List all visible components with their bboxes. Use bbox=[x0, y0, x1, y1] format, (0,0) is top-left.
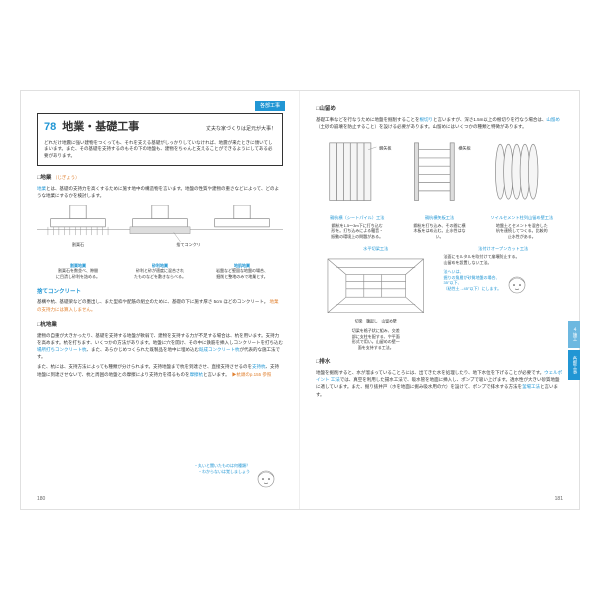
footer-note-area: ・丸いと聞いたものは何種類？ ・わからないは覚しましょう bbox=[194, 463, 279, 489]
section-head-haisui: □排水 bbox=[316, 358, 563, 367]
diagram-caption: 割栗地業 割栗石を数並べ、隙間 に目潰し砂利を詰める。 bbox=[37, 263, 119, 280]
diagram-caption: 砂利地業 砂利と砂が適度に混合され たものなどを敷きならべる。 bbox=[119, 263, 201, 280]
sub-methods-row: 水平切梁工法 切梁 腹起し 山留め壁 切梁を格子状に組み、交差 部に支柱を配する… bbox=[316, 245, 563, 350]
sub-method-kiribari: 水平切梁工法 切梁 腹起し 山留め壁 切梁を格子状に組み、交差 部に支柱を配する… bbox=[316, 245, 436, 350]
section-head-yamadome: □山留め bbox=[316, 105, 563, 114]
section-body-suteconcrete: 基構や杭、基礎梁などの墨出し、また型枠や配筋の組立のために、基礎の下に施す厚さ … bbox=[37, 298, 283, 312]
section-label: 捨てコンクリート bbox=[37, 289, 81, 295]
diagram-soilcement: ソイルセメント柱列山留め壁工法 地盤土とセメントを混合した 杭を連続してつくる。… bbox=[481, 136, 563, 239]
diagram-jari: 捨てコンクリート 砂利地業 砂利と砂が適度に混合され たものなどを敷きならべる。 bbox=[119, 205, 201, 280]
foundation-diagram-icon: 捨てコンクリート bbox=[119, 205, 201, 260]
page-right: □山留め 基礎工事などを行なうために地盤を掘削することを根切りと言いますが、深さ… bbox=[300, 91, 579, 509]
svg-text:割栗石: 割栗石 bbox=[72, 241, 84, 247]
chapter-number: 78 bbox=[44, 119, 56, 137]
retaining-wall-icon: 横矢板 bbox=[398, 136, 480, 211]
method-title: ソイルセメント柱列山留め壁工法 bbox=[481, 215, 563, 222]
chapter-title-box: 78 地業・基礎工事 丈夫な家づくりは足元が大事！ どれだけ地震に強い建物をつく… bbox=[37, 113, 283, 166]
retaining-wall-icon: 鋼矢板 bbox=[316, 136, 398, 211]
book-spread: 各部工事 78 地業・基礎工事 丈夫な家づくりは足元が大事！ どれだけ地震に強い… bbox=[20, 90, 580, 510]
method-title: 親杭横（シートパイル）工法 bbox=[316, 215, 398, 222]
diagram-note: 割栗石を数並べ、隙間 に目潰し砂利を詰める。 bbox=[37, 268, 119, 279]
face-icon bbox=[504, 269, 530, 295]
section-body-haisui: 地盤を掘削すると、水が溜まっていることろには、出てきた水を処理したり、地下水位を… bbox=[316, 369, 563, 398]
chapter-description: どれだけ地震に強い建物をつくっても、それを支える基礎がしっかりしていなければ、地… bbox=[44, 140, 276, 160]
side-tab-chapter[interactable]: ４ 施工 bbox=[568, 321, 580, 348]
page-number-left: 180 bbox=[37, 495, 45, 503]
section-head-suteconcrete: 捨てコンクリート bbox=[37, 288, 283, 297]
handwritten-note: 法へいは、 掘りの角層が砂質地盤の場合、 35°以下、 （粘性土→45°以下）に… bbox=[444, 269, 502, 291]
section-label: □排水 bbox=[316, 359, 330, 365]
method-title: 法付けオープンカット工法 bbox=[444, 246, 564, 253]
section-label: □杭地業 bbox=[37, 322, 57, 328]
page-left: 各部工事 78 地業・基礎工事 丈夫な家づくりは足元が大事！ どれだけ地震に強い… bbox=[21, 91, 300, 509]
category-tag: 各部工事 bbox=[255, 101, 285, 111]
diagram-oyakui: 横矢板 親杭横矢板工法 鋼杭を打ち込み、その間に横 木板をはめ込む。止水性はな … bbox=[398, 136, 480, 239]
section-ruby: （じぎょう） bbox=[53, 175, 80, 180]
section-label: □地業 bbox=[37, 175, 51, 181]
method-title: 親杭横矢板工法 bbox=[398, 215, 480, 222]
retaining-wall-icon bbox=[481, 136, 563, 211]
svg-text:鋼矢板: 鋼矢板 bbox=[379, 145, 391, 151]
section-body-kuijigyo-1: 建物の自重が大きかったり、基礎を支持する地盤が軟弱で、建物を支持する力が不足する… bbox=[37, 332, 283, 361]
section-body-kuijigyo-2: また、杭には、支持方法によっても種類が分けられます。支持地盤まで杭を到達させ、直… bbox=[37, 363, 283, 377]
section-head-jigyou: □地業 （じぎょう） bbox=[37, 174, 283, 183]
foundation-diagram-icon bbox=[201, 205, 283, 260]
side-tab-section[interactable]: 各部工事 bbox=[568, 350, 580, 380]
side-tabs: ４ 施工 各部工事 bbox=[568, 321, 580, 380]
svg-text:横矢板: 横矢板 bbox=[459, 145, 471, 151]
method-note: 地盤土とセメントを混合した 杭を連続してつくる。比較的 止水性がある。 bbox=[481, 223, 563, 240]
kiribari-diagram-icon: 切梁 腹起し 山留め壁 bbox=[316, 253, 436, 325]
diagram-caption: 地肌地業 岩盤など堅固な地盤の場合、 掘削と整地のみで地業とす。 bbox=[201, 263, 283, 280]
section-label: □山留め bbox=[316, 106, 336, 112]
chapter-title-row: 78 地業・基礎工事 丈夫な家づくりは足元が大事！ bbox=[44, 119, 276, 137]
svg-text:切梁 腹起し 山留め壁: 切梁 腹起し 山留め壁 bbox=[355, 318, 397, 323]
section-head-kuijigyo: □杭地業 bbox=[37, 321, 283, 330]
page-number-right: 181 bbox=[555, 495, 563, 503]
method-note: 法面にモルタルを吹付けて崩壊防止する。 山留めを設置しない工法。 bbox=[444, 254, 564, 265]
section-body-yamadome: 基礎工事などを行なうために地盤を掘削することを根切りと言いますが、深さ1.5m以… bbox=[316, 116, 563, 130]
svg-text:捨てコンクリート: 捨てコンクリート bbox=[176, 241, 201, 247]
diagram-note: 砂利と砂が適度に混合され たものなどを敷きならべる。 bbox=[119, 268, 201, 279]
method-title: 水平切梁工法 bbox=[316, 246, 436, 253]
handwritten-note: ・丸いと聞いたものは何種類？ ・わからないは覚しましょう bbox=[194, 463, 250, 474]
method-note: 切梁を格子状に組み、交差 部に支柱を配する、や平面 形式で用い。山留めの壁一 面… bbox=[316, 328, 436, 350]
diagram-note: 岩盤など堅固な地盤の場合、 掘削と整地のみで地業とす。 bbox=[201, 268, 283, 279]
face-icon bbox=[253, 463, 279, 489]
chapter-title: 地業・基礎工事 bbox=[62, 119, 139, 137]
method-note: 鋼杭を1.5～3m下に打ち込む 形を。打ち込みによる騒音・ 振動の環境上の問題が… bbox=[316, 223, 398, 240]
chapter-subtitle: 丈夫な家づくりは足元が大事！ bbox=[206, 125, 276, 133]
diagram-row-yamadome: 鋼矢板 親杭横（シートパイル）工法 鋼杭を1.5～3m下に打ち込む 形を。打ち込… bbox=[316, 136, 563, 239]
diagram-wariguri: 割栗石 割栗地業 割栗石を数並べ、隙間 に目潰し砂利を詰める。 bbox=[37, 205, 119, 280]
diagram-sheetpile: 鋼矢板 親杭横（シートパイル）工法 鋼杭を1.5～3m下に打ち込む 形を。打ち込… bbox=[316, 136, 398, 239]
diagram-jihada: 地肌地業 岩盤など堅固な地盤の場合、 掘削と整地のみで地業とす。 bbox=[201, 205, 283, 280]
foundation-diagram-icon: 割栗石 bbox=[37, 205, 119, 260]
sub-method-opencut: 法付けオープンカット工法 法面にモルタルを吹付けて崩壊防止する。 山留めを設置し… bbox=[444, 245, 564, 350]
diagram-row-1: 割栗石 割栗地業 割栗石を数並べ、隙間 に目潰し砂利を詰める。 捨てコンクリート bbox=[37, 205, 283, 280]
section-body-jigyou: 地業とは、基礎の支持力を高くするために施す地中の構造物を言います。地盤の性質や建… bbox=[37, 185, 283, 199]
method-note: 鋼杭を打ち込み、その間に横 木板をはめ込む。止水性はな い。 bbox=[398, 223, 480, 240]
